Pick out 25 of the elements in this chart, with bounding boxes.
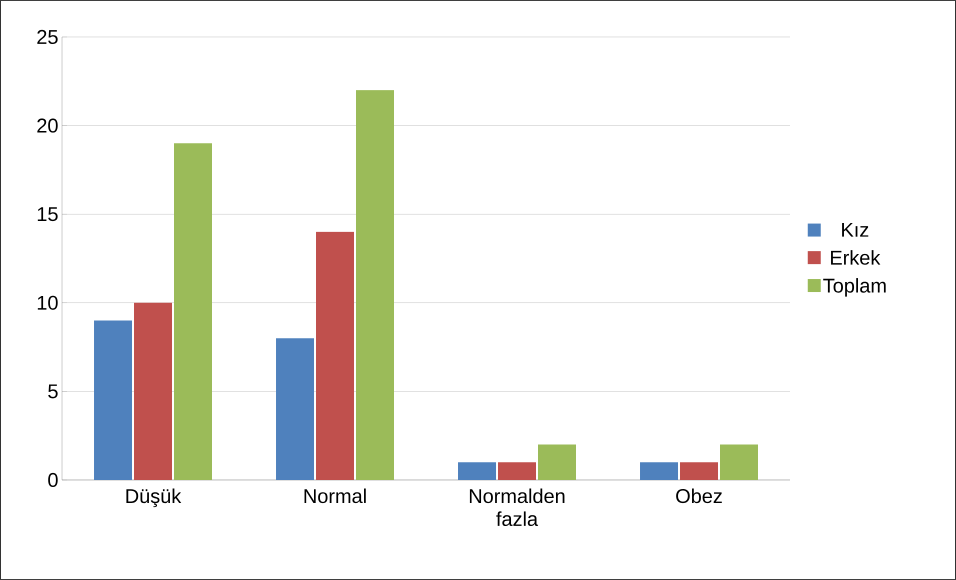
y-tick-label: 5 — [48, 384, 58, 398]
bar — [356, 90, 394, 480]
bar — [458, 462, 496, 480]
bar — [640, 462, 678, 480]
legend-label: Erkek — [831, 250, 880, 265]
bar — [134, 302, 172, 480]
x-tick-label: Normalden fazla — [470, 488, 564, 526]
bar — [680, 462, 718, 480]
bar — [538, 444, 576, 480]
bar — [316, 232, 354, 480]
y-tick-label: 15 — [38, 207, 58, 222]
y-tick-label: 25 — [37, 30, 58, 44]
bar — [94, 320, 132, 480]
x-tick-label: Obez — [676, 488, 722, 504]
y-tick-label: 0 — [48, 472, 58, 488]
bar — [174, 143, 212, 480]
bar — [720, 444, 758, 480]
x-tick-label: Düşük — [126, 488, 182, 508]
legend-label: Kız — [842, 222, 868, 237]
x-tick-label: Normal — [304, 488, 366, 504]
bar — [498, 462, 536, 480]
bar — [276, 338, 314, 480]
y-tick-label: 20 — [37, 118, 58, 133]
legend-label: Toplam — [823, 278, 886, 297]
y-tick-label: 10 — [38, 296, 58, 310]
